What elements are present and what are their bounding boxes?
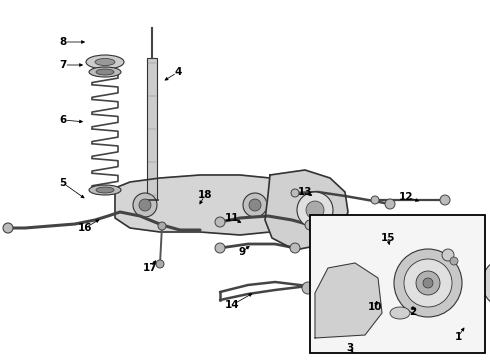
Text: 12: 12 <box>399 192 413 202</box>
Circle shape <box>291 189 299 197</box>
Text: 1: 1 <box>454 332 462 342</box>
Ellipse shape <box>89 185 121 195</box>
Text: 17: 17 <box>143 263 157 273</box>
Circle shape <box>133 193 157 217</box>
Circle shape <box>297 192 333 228</box>
Circle shape <box>482 258 490 308</box>
Circle shape <box>139 199 151 211</box>
Text: 18: 18 <box>198 190 212 200</box>
Bar <box>310 215 485 353</box>
Circle shape <box>305 220 315 230</box>
Circle shape <box>249 199 261 211</box>
Text: 9: 9 <box>239 247 245 257</box>
Circle shape <box>416 271 440 295</box>
Text: 10: 10 <box>368 302 382 312</box>
Circle shape <box>302 282 314 294</box>
Circle shape <box>423 278 433 288</box>
Circle shape <box>215 217 225 227</box>
Circle shape <box>243 193 267 217</box>
Text: 5: 5 <box>59 178 67 188</box>
Circle shape <box>442 249 454 261</box>
Circle shape <box>450 257 458 265</box>
Text: 8: 8 <box>59 37 67 47</box>
Circle shape <box>440 195 450 205</box>
Text: 6: 6 <box>59 115 67 125</box>
Circle shape <box>394 249 462 317</box>
Polygon shape <box>315 263 382 338</box>
Circle shape <box>3 223 13 233</box>
Text: 16: 16 <box>78 223 92 233</box>
Circle shape <box>371 196 379 204</box>
Bar <box>147 58 157 200</box>
Ellipse shape <box>96 187 114 193</box>
Circle shape <box>385 199 395 209</box>
Text: 2: 2 <box>409 307 416 317</box>
Circle shape <box>215 243 225 253</box>
Text: 14: 14 <box>225 300 239 310</box>
Circle shape <box>404 259 452 307</box>
Circle shape <box>158 222 166 230</box>
Polygon shape <box>115 175 310 235</box>
Text: 13: 13 <box>298 187 312 197</box>
Text: 11: 11 <box>225 213 239 223</box>
Circle shape <box>290 243 300 253</box>
Text: 7: 7 <box>59 60 67 70</box>
Circle shape <box>156 260 164 268</box>
Ellipse shape <box>390 307 410 319</box>
Ellipse shape <box>96 69 114 75</box>
Ellipse shape <box>95 58 115 66</box>
Ellipse shape <box>89 67 121 77</box>
Polygon shape <box>265 170 348 250</box>
Text: 3: 3 <box>346 343 354 353</box>
Text: 4: 4 <box>174 67 182 77</box>
Circle shape <box>306 201 324 219</box>
Ellipse shape <box>86 55 124 69</box>
Text: 15: 15 <box>381 233 395 243</box>
